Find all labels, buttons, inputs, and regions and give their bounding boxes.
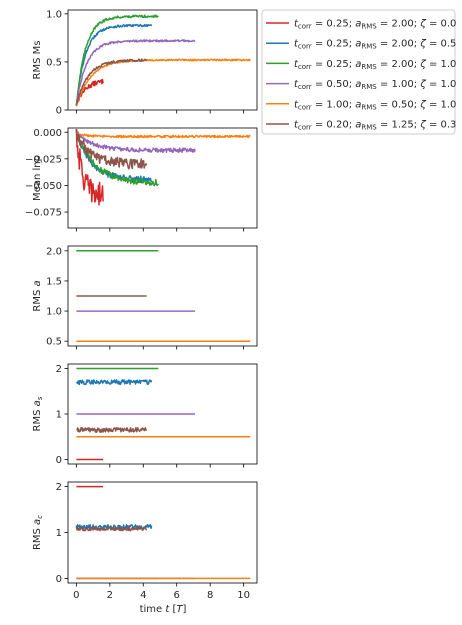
legend-label: tcorr = 0.20; aRMS = 1.25; ζ = 0.3 <box>294 120 456 132</box>
y-tick-label: 0.5 <box>46 337 62 348</box>
panel-2: 0.000 −0.025 −0.050 −0.075 Mean lnρ <box>25 127 258 232</box>
series-line-orange <box>75 131 251 139</box>
y-tick-label: 1.5 <box>46 276 62 287</box>
legend-entry: tcorr = 0.20; aRMS = 1.25; ζ = 0.3 <box>266 120 456 132</box>
y-tick-label: 2 <box>56 364 62 375</box>
y-axis-label: RMS Ms <box>32 41 43 80</box>
y-tick-label: 1.0 <box>46 9 62 20</box>
series-line-green <box>75 14 159 106</box>
axes-frame <box>67 127 258 229</box>
y-tick-label: 2 <box>56 482 62 493</box>
y-tick-label: −0.025 <box>25 154 62 165</box>
legend-label: tcorr = 0.25; aRMS = 2.00; ζ = 1.0 <box>294 59 456 71</box>
series-line-purple <box>75 39 196 106</box>
legend-label: tcorr = 0.50; aRMS = 1.00; ζ = 1.0 <box>294 79 456 91</box>
series-line-brown <box>75 128 148 170</box>
legend-entry: tcorr = 1.00; aRMS = 0.50; ζ = 1.0 <box>266 99 456 111</box>
y-tick-label: 2.0 <box>46 246 62 257</box>
x-tick-label: 0 <box>73 590 79 601</box>
axes-frame <box>67 9 258 111</box>
y-axis-label: RMS as <box>32 396 44 431</box>
x-tick-label: 6 <box>174 590 180 601</box>
x-axis-label: time t [T] <box>140 604 187 615</box>
axes-frame <box>67 481 258 584</box>
y-tick-label: 0.5 <box>46 57 62 68</box>
y-tick-label: 0 <box>56 455 62 466</box>
legend-entry: tcorr = 0.25; aRMS = 2.00; ζ = 0.5 <box>266 39 456 51</box>
x-tick-label: 8 <box>207 590 213 601</box>
y-tick-label: 0.000 <box>33 128 62 139</box>
y-tick-label: 1 <box>56 410 62 421</box>
y-tick-label: −0.050 <box>25 181 62 192</box>
y-tick-label: 1 <box>56 528 62 539</box>
x-tick-label: 2 <box>107 590 113 601</box>
y-tick-label: −0.075 <box>25 208 62 219</box>
panels-group: 0 0.5 1.0 RMS Ms 0.000 −0.025 −0.050 −0.075 Mean… <box>25 9 258 601</box>
series-line-red <box>75 128 104 206</box>
y-tick-label: 1.0 <box>46 307 62 318</box>
series-line-brown <box>75 58 148 106</box>
legend: tcorr = 0.25; aRMS = 2.00; ζ = 0.0 tcorr … <box>261 9 456 135</box>
y-axis-label: RMS a <box>32 280 43 311</box>
series-line-purple <box>75 130 196 154</box>
y-axis-label: Mean lnρ <box>32 155 43 201</box>
panel-1: 0 0.5 1.0 RMS Ms <box>32 9 258 117</box>
series-line-blue <box>75 23 153 106</box>
y-tick-label: 0 <box>56 574 62 585</box>
series-line-green <box>75 130 159 187</box>
y-tick-label: 0 <box>56 106 62 117</box>
axes-frame <box>67 245 258 347</box>
panel-5: 0 1 2 0 2 4 6 8 10 RMS ac <box>32 481 258 601</box>
y-axis-label: RMS ac <box>32 515 44 550</box>
legend-label: tcorr = 1.00; aRMS = 0.50; ζ = 1.0 <box>294 99 456 111</box>
series-line-blue <box>75 379 153 386</box>
series-line-orange <box>75 58 251 107</box>
panel-4: 0 1 2 RMS as <box>32 363 258 468</box>
legend-label: tcorr = 0.25; aRMS = 2.00; ζ = 0.5 <box>294 39 456 51</box>
series-line-brown <box>76 426 148 433</box>
panel-3: 0.5 1.0 1.5 2.0 RMS a <box>32 245 258 350</box>
legend-entry: tcorr = 0.25; aRMS = 2.00; ζ = 1.0 <box>266 59 456 71</box>
series-line-brown <box>75 526 148 532</box>
legend-entry: tcorr = 0.50; aRMS = 1.00; ζ = 1.0 <box>266 79 456 91</box>
legend-frame <box>261 9 456 135</box>
legend-entry: tcorr = 0.25; aRMS = 2.00; ζ = 0.0 <box>266 19 456 31</box>
x-tick-label: 10 <box>237 590 250 601</box>
legend-label: tcorr = 0.25; aRMS = 2.00; ζ = 0.0 <box>294 19 456 31</box>
x-tick-label: 4 <box>140 590 146 601</box>
